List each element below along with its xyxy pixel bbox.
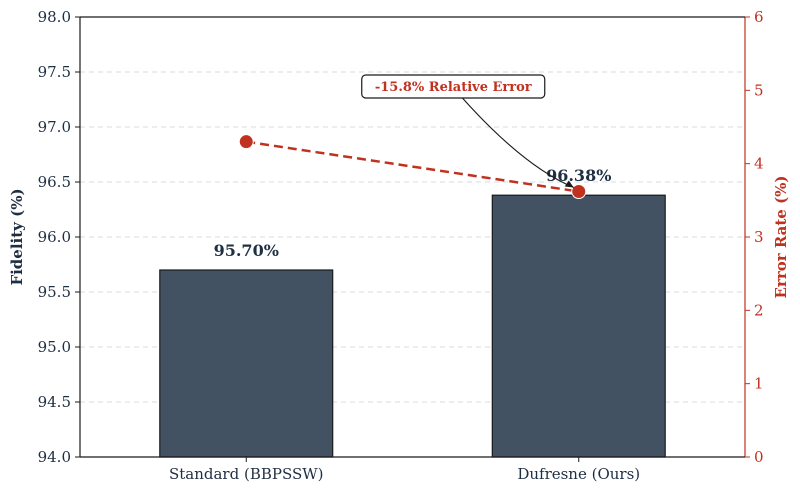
x-axis-ticks: Standard (BBPSSW) Dufresne (Ours)	[169, 457, 640, 483]
bar-data-labels: 95.70% 96.38%	[214, 166, 612, 260]
bar-value-label: 95.70%	[214, 241, 279, 260]
annotation: -15.8% Relative Error	[361, 74, 574, 189]
bars	[159, 194, 666, 458]
left-tick-label: 95.0	[38, 338, 71, 356]
error-rate-point-2	[571, 184, 587, 200]
right-tick-label: 4	[754, 155, 764, 173]
left-tick-label: 94.5	[38, 393, 71, 411]
right-tick-label: 2	[754, 301, 764, 319]
bar-value-label: 96.38%	[546, 166, 611, 185]
left-tick-label: 96.5	[38, 173, 71, 191]
right-tick-label: 0	[754, 448, 764, 466]
left-tick-label: 96.0	[38, 228, 71, 246]
left-tick-label: 98.0	[38, 8, 71, 26]
error-rate-line	[246, 140, 579, 193]
annotation-text: -15.8% Relative Error	[375, 80, 532, 95]
y-axis-label-right: Error Rate (%)	[772, 175, 790, 298]
annotation-arrow	[461, 97, 574, 189]
left-axis-ticks: 94.0 94.5 95.0 95.5 96.0 96.5 97.0 97.5 98.0	[38, 8, 80, 466]
error-rate-series	[238, 134, 587, 200]
x-tick-label: Standard (BBPSSW)	[169, 465, 324, 483]
y-axis-label-left: Fidelity (%)	[8, 188, 26, 285]
error-rate-point-1	[238, 134, 254, 150]
right-tick-label: 1	[754, 375, 764, 393]
left-tick-label: 97.0	[38, 118, 71, 136]
x-tick-label: Dufresne (Ours)	[517, 465, 640, 483]
bar-2	[491, 194, 666, 458]
right-tick-label: 5	[754, 81, 764, 99]
left-tick-label: 97.5	[38, 63, 71, 81]
right-axis-ticks: 0 1 2 3 4 5 6	[745, 8, 764, 466]
annotation-arrowhead	[564, 180, 574, 188]
left-tick-label: 94.0	[38, 448, 71, 466]
bar-1	[159, 269, 334, 458]
annotation-box	[361, 74, 546, 99]
right-tick-label: 3	[754, 228, 764, 246]
right-tick-label: 6	[754, 8, 764, 26]
left-tick-label: 95.5	[38, 283, 71, 301]
